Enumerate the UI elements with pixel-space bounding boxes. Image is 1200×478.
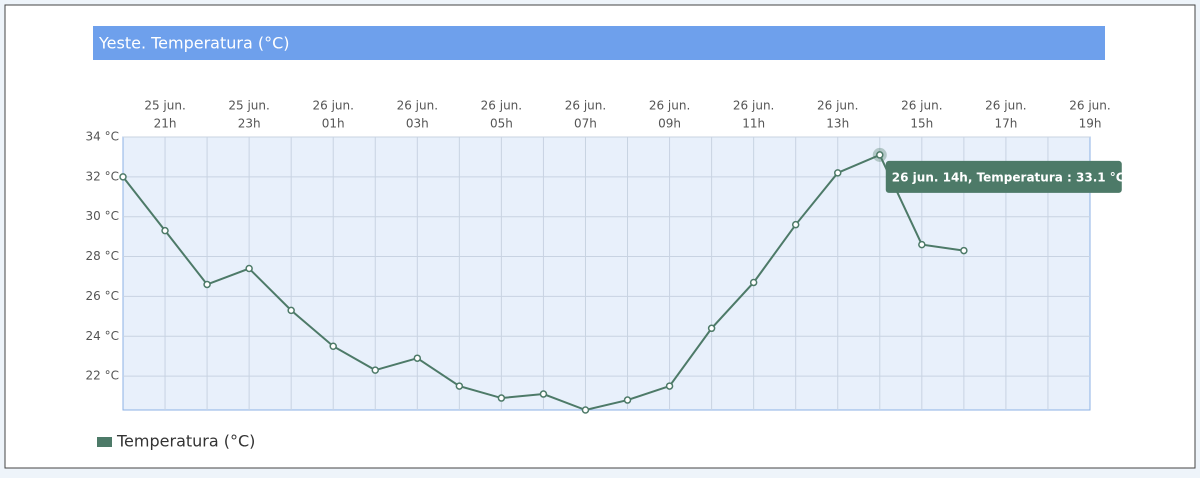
point — [161, 226, 169, 235]
x-tick-label: 26 jun. — [733, 99, 774, 113]
point — [119, 173, 127, 181]
x-tick-label: 26 jun. — [565, 99, 606, 113]
point — [623, 396, 632, 404]
point — [707, 324, 716, 333]
y-tick-label: 22 °C — [86, 369, 119, 383]
x-tick-label: 09h — [658, 117, 681, 131]
chart-title: Yeste. Temperatura (°C) — [98, 34, 290, 53]
x-tick-label: 26 jun. — [481, 99, 522, 113]
legend-label: Temperatura (°C) — [116, 432, 255, 451]
point — [581, 406, 590, 414]
x-tick-label: 25 jun. — [228, 99, 269, 113]
y-tick-label: 32 °C — [86, 169, 119, 183]
point — [413, 354, 422, 362]
x-tick-label: 26 jun. — [817, 99, 858, 113]
point — [918, 240, 926, 249]
point — [287, 306, 295, 315]
x-tick-label: 25 jun. — [144, 99, 185, 113]
y-tick-label: 26 °C — [86, 289, 119, 303]
legend-swatch — [97, 437, 112, 447]
x-tick-label: 17h — [994, 117, 1017, 131]
point — [833, 169, 842, 177]
x-tick-label: 05h — [490, 117, 513, 131]
point — [455, 382, 464, 390]
y-tick-label: 24 °C — [86, 329, 119, 343]
x-tick-label: 26 jun. — [1069, 99, 1110, 113]
x-tick-label: 19h — [1079, 117, 1102, 131]
point — [749, 278, 758, 287]
y-tick-label: 34 °C — [86, 130, 119, 144]
x-tick-label: 26 jun. — [901, 99, 942, 113]
point — [203, 280, 211, 289]
point — [791, 220, 800, 229]
x-tick-label: 07h — [574, 117, 597, 131]
point — [539, 390, 548, 398]
point — [329, 342, 337, 350]
x-tick-label: 01h — [322, 117, 345, 131]
y-tick-label: 28 °C — [86, 249, 119, 263]
point — [876, 151, 884, 159]
tooltip-box — [885, 160, 1122, 193]
x-tick-label: 26 jun. — [649, 99, 690, 113]
x-tick-label: 26 jun. — [397, 99, 438, 113]
title-bar — [93, 26, 1105, 60]
x-tick-label: 26 jun. — [312, 99, 353, 113]
point — [371, 366, 380, 374]
point — [497, 394, 506, 402]
tooltip-text: 26 jun. 14h, Temperatura : 33.1 °C — [892, 170, 1125, 184]
point — [665, 382, 674, 390]
x-tick-label: 26 jun. — [985, 99, 1026, 113]
point — [245, 264, 253, 273]
x-tick-label: 03h — [406, 117, 429, 131]
x-tick-label: 11h — [742, 117, 765, 131]
y-tick-label: 30 °C — [86, 209, 119, 223]
x-tick-label: 15h — [910, 117, 933, 131]
point — [960, 246, 968, 255]
x-tick-label: 13h — [826, 117, 849, 131]
x-tick-label: 21h — [154, 117, 177, 131]
x-tick-label: 23h — [238, 117, 261, 131]
